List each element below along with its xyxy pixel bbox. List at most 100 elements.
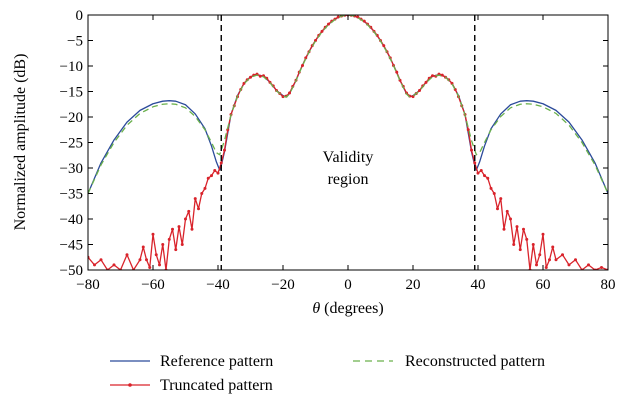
truncated-pattern-point — [512, 243, 516, 246]
plot-frame — [87, 14, 609, 271]
truncated-pattern-point — [496, 207, 499, 211]
x-tick-label: 40 — [471, 277, 486, 293]
truncated-pattern-point — [125, 253, 129, 257]
truncated-pattern-point — [174, 248, 178, 252]
truncated-pattern-point — [187, 209, 191, 213]
truncated-pattern-point — [320, 29, 324, 33]
truncated-pattern-point — [548, 258, 551, 262]
truncated-pattern-point — [486, 176, 490, 180]
truncated-pattern-point — [223, 148, 226, 152]
truncated-pattern-point — [574, 258, 577, 262]
truncated-pattern-point — [158, 263, 161, 267]
truncated-pattern-point — [424, 80, 428, 84]
y-tick-label: 0 — [76, 8, 84, 24]
y-tick-label: −5 — [67, 34, 83, 50]
truncated-pattern-point — [288, 91, 291, 95]
truncated-pattern-point — [210, 174, 213, 178]
truncated-pattern-point — [522, 227, 525, 231]
truncated-pattern-point — [219, 161, 223, 165]
x-tick-label: 0 — [344, 277, 352, 293]
truncated-pattern-point — [509, 217, 512, 221]
truncated-pattern-point — [470, 148, 473, 152]
truncated-pattern-point — [479, 169, 483, 173]
x-tick-label: −80 — [76, 277, 99, 293]
truncated-pattern-point — [600, 265, 603, 269]
truncated-pattern-point — [99, 258, 103, 262]
truncated-pattern-point — [206, 176, 210, 180]
truncated-pattern-point — [148, 265, 152, 269]
truncated-pattern-point — [180, 243, 184, 246]
truncated-pattern-point — [483, 174, 486, 178]
legend: Reference pattern Reconstructed pattern … — [110, 353, 545, 394]
truncated-pattern-point — [535, 263, 538, 267]
y-tick-label: −35 — [60, 187, 83, 203]
truncated-pattern-point — [554, 258, 558, 262]
truncated-pattern-point — [112, 263, 116, 267]
truncated-pattern-point — [161, 243, 165, 246]
y-tick-label: −15 — [60, 85, 83, 101]
truncated-pattern-point — [216, 171, 220, 175]
series-layer — [88, 15, 608, 270]
truncated-pattern-point — [541, 232, 545, 236]
truncated-pattern-point — [395, 70, 399, 74]
x-tick-label: 60 — [536, 277, 551, 293]
truncated-pattern-point — [567, 263, 571, 267]
truncated-pattern-point — [505, 209, 509, 213]
truncated-pattern-point — [499, 197, 503, 201]
truncated-pattern-point — [362, 19, 366, 23]
truncated-pattern-point — [418, 88, 421, 92]
truncated-pattern-point — [197, 207, 200, 211]
x-tick-label: −20 — [271, 277, 294, 293]
truncated-pattern-point — [525, 237, 529, 241]
truncated-pattern-point — [431, 74, 434, 78]
truncated-pattern-point — [502, 227, 506, 231]
truncated-pattern-point — [531, 243, 535, 246]
truncated-pattern-point — [213, 169, 217, 173]
y-tick-label: −45 — [60, 238, 83, 254]
truncated-pattern-point — [154, 253, 158, 257]
legend-marker-truncated — [128, 383, 132, 387]
y-tick-label: −50 — [60, 263, 83, 279]
x-axis-title: θ (degrees) — [312, 300, 383, 317]
axis-ticks: −80 −60 −40 −20 0 20 40 60 80 0 −5 −10 −15 −20 −25 −30 −… — [60, 8, 616, 293]
reconstructed-pattern-line — [88, 15, 608, 194]
truncated-pattern-point — [538, 253, 542, 257]
y-tick-label: −10 — [60, 59, 83, 75]
annotation-line2: region — [328, 171, 369, 188]
truncated-pattern-point — [515, 225, 519, 229]
truncated-pattern-point — [336, 15, 340, 19]
legend-label-reconstructed: Reconstructed pattern — [405, 353, 545, 370]
y-axis-title: Normalized amplitude (dB) — [12, 54, 29, 231]
x-tick-label: −40 — [206, 277, 229, 293]
y-tick-label: −30 — [60, 161, 83, 177]
truncated-pattern-point — [489, 186, 493, 190]
truncated-pattern-point — [561, 253, 564, 257]
truncated-pattern-point — [327, 22, 330, 26]
truncated-pattern-point — [200, 192, 204, 195]
truncated-pattern-point — [518, 248, 522, 252]
truncated-pattern-point — [492, 192, 496, 195]
truncated-pattern-point — [249, 75, 252, 79]
y-tick-label: −25 — [60, 136, 83, 152]
validity-lines — [220, 15, 476, 270]
truncated-pattern-point — [167, 237, 171, 241]
truncated-pattern-point — [141, 245, 145, 249]
truncated-pattern-point — [138, 258, 142, 262]
truncated-pattern-line — [88, 15, 608, 270]
truncated-pattern-point — [440, 73, 444, 77]
truncated-pattern-point — [190, 227, 194, 231]
truncated-pattern-point — [171, 227, 174, 231]
truncated-pattern-point — [476, 171, 480, 175]
truncated-pattern-point — [587, 263, 590, 267]
x-tick-label: 80 — [601, 277, 616, 293]
legend-label-truncated: Truncated pattern — [160, 377, 273, 394]
truncated-pattern-point — [551, 245, 555, 249]
reference-pattern-line — [88, 15, 608, 194]
y-tick-label: −40 — [60, 212, 83, 228]
y-tick-label: −20 — [60, 110, 83, 126]
truncated-pattern-point — [304, 56, 308, 60]
x-axis-symbol: θ — [312, 300, 320, 317]
truncated-pattern-point — [301, 63, 304, 67]
truncated-pattern-point — [544, 265, 548, 269]
